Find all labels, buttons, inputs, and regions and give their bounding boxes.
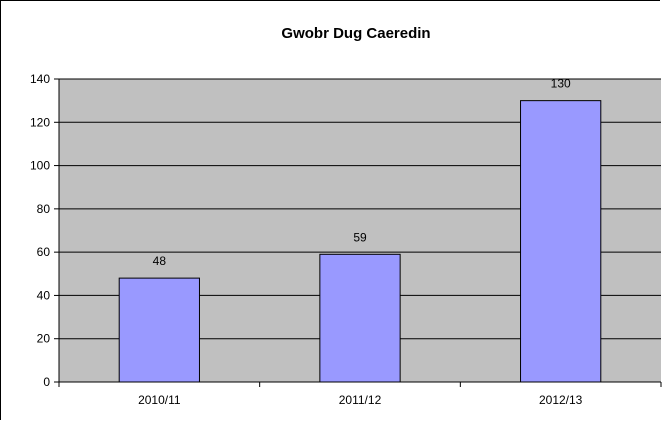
y-tick-label: 0 (43, 375, 50, 389)
y-tick-label: 100 (30, 159, 50, 173)
x-tick-label: 2011/12 (339, 393, 382, 407)
y-tick-label: 60 (37, 245, 51, 259)
y-tick-label: 120 (30, 115, 50, 129)
y-tick-label: 80 (37, 202, 51, 216)
bar-2011-12 (319, 253, 401, 383)
x-tick-label: 2010/11 (138, 393, 181, 407)
x-tick-label: 2012/13 (539, 393, 583, 407)
chart-title: Gwobr Dug Caeredin (281, 25, 430, 42)
bar-2010-11 (118, 277, 200, 383)
data-label: 48 (153, 254, 167, 268)
data-label: 130 (551, 77, 571, 91)
bar-2012-13 (520, 100, 602, 383)
axis-labels: 0 20 40 60 80 100 120 140 48 2010/11 59 2011/12 130 2… (30, 72, 583, 407)
axes (54, 78, 662, 387)
y-tick-label: 40 (37, 288, 51, 302)
y-tick-label: 20 (37, 332, 51, 346)
y-tick-label: 140 (30, 72, 50, 86)
data-label: 59 (353, 230, 367, 244)
